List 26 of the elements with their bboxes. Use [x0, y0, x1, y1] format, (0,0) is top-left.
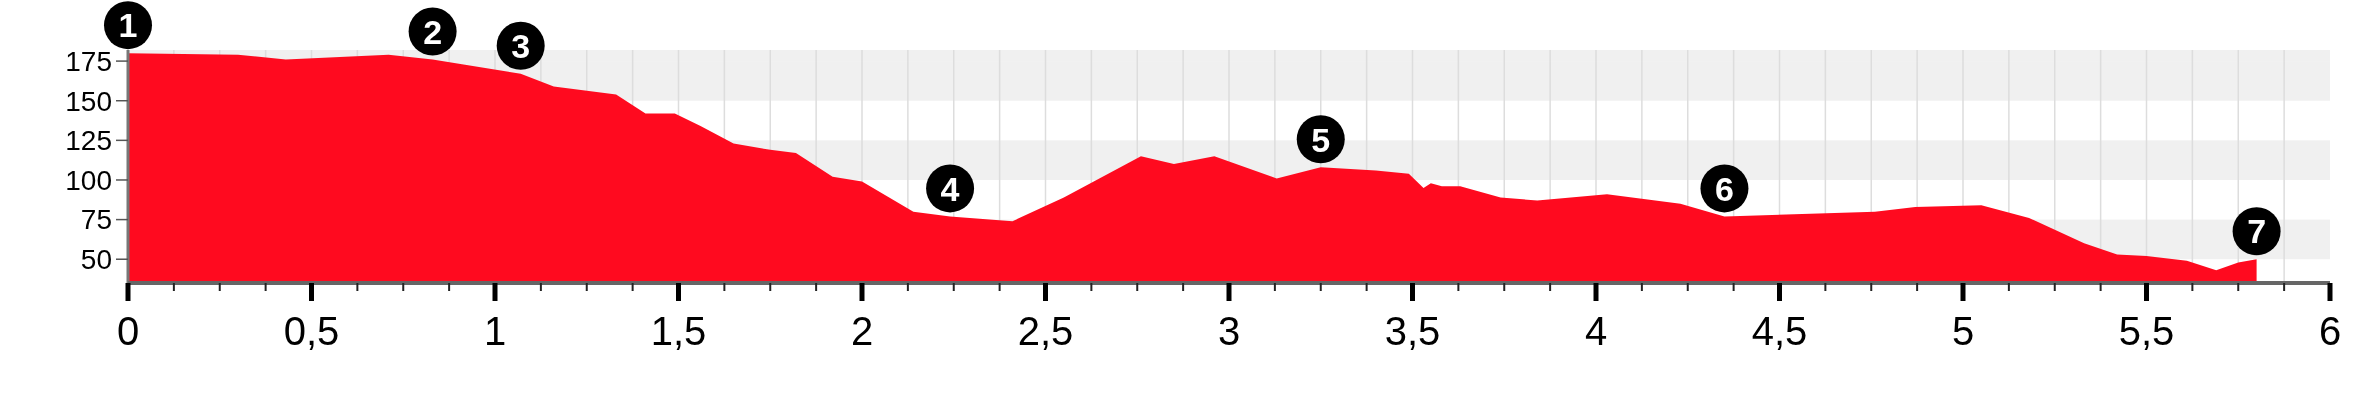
y-tick-label: 50 — [80, 244, 112, 276]
annotation: 1 — [118, 6, 138, 45]
x-tick-label: 2 — [850, 309, 874, 353]
annotation: 7 — [2247, 212, 2267, 251]
annotation: 2 — [423, 12, 443, 51]
y-tick-label: 150 — [65, 85, 112, 117]
x-tick-label: 4,5 — [1751, 309, 1808, 353]
x-tick-label: 1 — [483, 309, 507, 353]
x-tick-label: 0 — [116, 309, 140, 353]
y-tick-label: 75 — [80, 204, 112, 236]
x-tick-label: 0,5 — [283, 309, 340, 353]
x-tick-label: 3,5 — [1384, 309, 1441, 353]
x-tick-label: 5,5 — [2118, 309, 2175, 353]
annotation: 3 — [511, 27, 531, 66]
x-tick-label: 1,5 — [650, 309, 707, 353]
annotation: 4 — [940, 169, 960, 208]
annotation: 6 — [1714, 169, 1734, 208]
y-tick-label: 100 — [65, 164, 112, 196]
y-tick-label: 175 — [65, 45, 112, 77]
x-tick-label: 2,5 — [1017, 309, 1074, 353]
y-tick-label: 125 — [65, 125, 112, 157]
annotation: 5 — [1311, 120, 1331, 159]
x-tick-label: 3 — [1217, 309, 1241, 353]
x-tick-label: 4 — [1584, 309, 1608, 353]
x-tick-label: 5 — [1951, 309, 1975, 353]
x-tick-label: 6 — [2318, 309, 2342, 353]
